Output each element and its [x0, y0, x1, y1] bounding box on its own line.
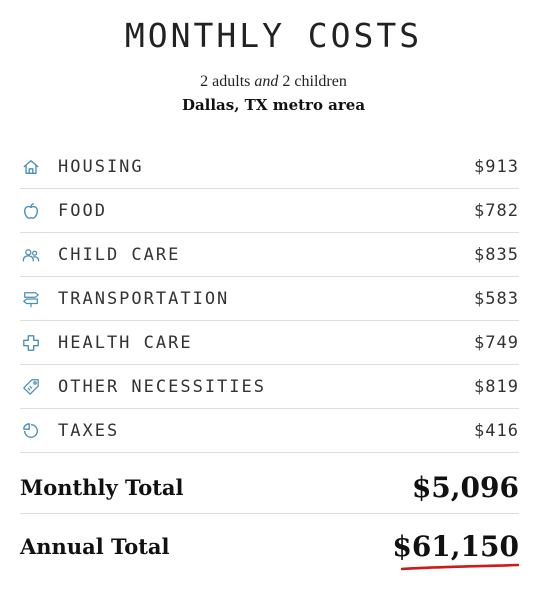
cost-label: TRANSPORTATION	[58, 288, 230, 309]
monthly-total-value: $5,096	[411, 471, 519, 504]
monthly-total-row: Monthly Total $5,096	[20, 462, 519, 514]
annual-total-value: $61,150	[392, 529, 519, 563]
cost-label: CHILD CARE	[58, 244, 181, 265]
cost-value: $819	[474, 376, 519, 397]
people-icon	[22, 245, 48, 265]
subtitle-children: 2 children	[278, 73, 347, 90]
cost-row-child-care: CHILD CARE $835	[20, 233, 519, 277]
household-subtitle: 2 adults and 2 children	[0, 72, 547, 92]
cost-label: HOUSING	[58, 156, 144, 177]
subtitle-and: and	[254, 73, 279, 90]
cost-value: $835	[474, 244, 519, 265]
cost-label: FOOD	[58, 200, 107, 221]
apple-icon	[22, 201, 48, 221]
monthly-total-label: Monthly Total	[20, 475, 184, 500]
tag-icon	[22, 377, 48, 397]
cost-row-transportation: TRANSPORTATION $583	[20, 277, 519, 321]
cost-label: OTHER NECESSITIES	[58, 376, 266, 397]
medical-cross-icon	[22, 333, 48, 353]
cost-list: HOUSING $913 FOOD $782 CHILD CARE $835	[20, 145, 519, 453]
pie-chart-icon	[22, 421, 48, 441]
subtitle-adults: 2 adults	[200, 73, 255, 90]
cost-row-food: FOOD $782	[20, 189, 519, 233]
cost-row-other-necessities: OTHER NECESSITIES $819	[20, 365, 519, 409]
cost-row-taxes: TAXES $416	[20, 409, 519, 453]
signpost-icon	[22, 289, 48, 309]
cost-label: TAXES	[58, 420, 120, 441]
annual-total-row: Annual Total $61,150	[20, 520, 519, 572]
cost-value: $416	[474, 420, 519, 441]
cost-label: HEALTH CARE	[58, 332, 193, 353]
annual-total-underline	[401, 563, 519, 571]
page-title: MONTHLY COSTS	[124, 16, 423, 55]
house-icon	[22, 157, 48, 177]
cost-value: $782	[474, 200, 519, 221]
location-label: Dallas, TX metro area	[181, 96, 366, 114]
cost-value: $749	[474, 332, 519, 353]
annual-total-label: Annual Total	[20, 533, 170, 559]
cost-row-health-care: HEALTH CARE $749	[20, 321, 519, 365]
cost-row-housing: HOUSING $913	[20, 145, 519, 189]
cost-value: $913	[474, 156, 519, 177]
cost-value: $583	[474, 288, 519, 309]
